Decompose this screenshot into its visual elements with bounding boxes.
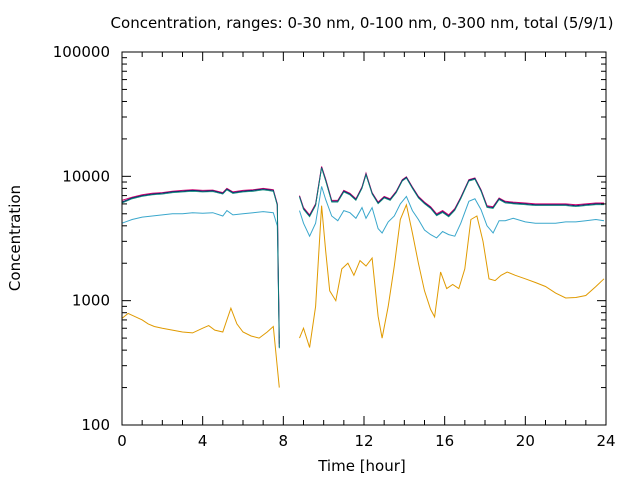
x-tick-label: 16 bbox=[435, 432, 454, 450]
series-line-total-segment-1 bbox=[121, 188, 280, 348]
series-line-range_0_100-segment-1 bbox=[121, 209, 280, 339]
x-tick-label: 4 bbox=[198, 432, 208, 450]
series-line-total-segment-2 bbox=[299, 167, 604, 217]
x-tick-label: 8 bbox=[279, 432, 289, 450]
series-line-overlay-segment-2 bbox=[299, 168, 604, 218]
series-line-range_0_30-segment-1 bbox=[121, 306, 280, 388]
y-tick-label: 100000 bbox=[53, 43, 110, 61]
x-tick-label: 12 bbox=[354, 432, 373, 450]
plot-frame bbox=[121, 51, 607, 426]
y-tick-label: 100 bbox=[81, 416, 110, 434]
x-tick-label: 20 bbox=[516, 432, 535, 450]
series-line-range_0_300-segment-1 bbox=[121, 187, 280, 344]
x-tick-label: 24 bbox=[596, 432, 615, 450]
y-axis-label: Concentration bbox=[6, 185, 24, 291]
x-axis-label: Time [hour] bbox=[317, 457, 406, 475]
y-tick-label: 1000 bbox=[72, 292, 110, 310]
series-line-range_0_300-segment-2 bbox=[299, 166, 604, 216]
ticks-layer bbox=[121, 51, 607, 426]
y-tick-labels: 100 1000 10000 100000 bbox=[53, 43, 110, 434]
series-line-range_0_100-segment-2 bbox=[299, 186, 605, 239]
x-tick-labels: 0 4 8 12 16 20 24 bbox=[117, 432, 615, 450]
series-line-range_0_30-segment-2 bbox=[299, 203, 605, 348]
series-layer bbox=[121, 166, 605, 388]
series-line-overlay-segment-1 bbox=[121, 189, 280, 349]
chart-title: Concentration, ranges: 0-30 nm, 0-100 nm… bbox=[111, 14, 614, 32]
y-tick-label: 10000 bbox=[62, 167, 110, 185]
x-tick-label: 0 bbox=[117, 432, 127, 450]
